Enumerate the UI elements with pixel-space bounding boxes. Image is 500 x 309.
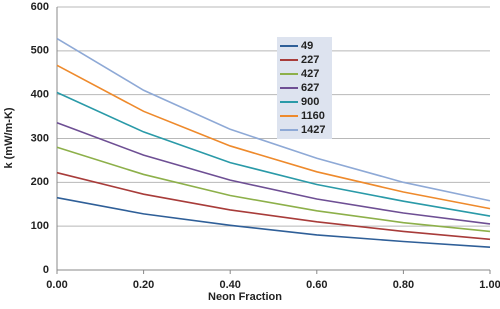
y-axis-title: k (mW/m-K) xyxy=(3,107,15,168)
y-tick-label: 100 xyxy=(31,220,49,232)
series-line xyxy=(56,196,491,249)
x-tick-label: 0.80 xyxy=(393,279,414,291)
legend-label: 1160 xyxy=(301,110,325,122)
y-tick-label: 400 xyxy=(31,89,49,101)
x-tick-label: 0.20 xyxy=(133,279,154,291)
x-tick-label: 0.00 xyxy=(46,279,67,291)
x-tick-label: 0.40 xyxy=(219,279,240,291)
legend-label: 900 xyxy=(301,96,319,108)
series-line xyxy=(56,37,491,202)
x-axis-title: Neon Fraction xyxy=(208,291,282,303)
legend-label: 1427 xyxy=(301,124,325,136)
y-tick-label: 600 xyxy=(31,1,49,13)
series-line xyxy=(56,121,491,225)
legend-label: 427 xyxy=(301,68,319,80)
series-line xyxy=(56,91,491,217)
legend-label: 627 xyxy=(301,82,319,94)
series-line xyxy=(56,171,491,241)
y-tick-label: 300 xyxy=(31,132,49,144)
x-tick-label: 0.60 xyxy=(306,279,327,291)
legend-label: 49 xyxy=(301,40,313,52)
series-line xyxy=(56,64,491,210)
y-tick-label: 500 xyxy=(31,45,49,57)
legend-label: 227 xyxy=(301,54,319,66)
y-tick-label: 0 xyxy=(43,264,49,276)
y-tick-label: 200 xyxy=(31,176,49,188)
series-line xyxy=(56,146,491,233)
x-tick-label: 1.00 xyxy=(479,279,500,291)
